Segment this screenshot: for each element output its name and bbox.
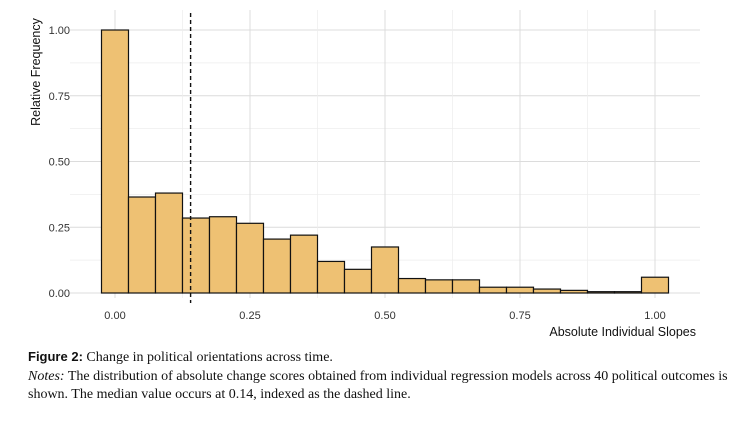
histogram-bar <box>370 246 400 294</box>
figure-label: Figure 2: <box>28 349 83 364</box>
x-tick-label: 1.00 <box>644 310 665 322</box>
x-tick-label: 0.00 <box>104 310 125 322</box>
histogram-bar <box>532 288 562 294</box>
x-axis-ticks: 0.00 0.25 0.50 0.75 1.00 <box>104 310 665 322</box>
histogram-bar <box>208 216 238 294</box>
histogram-bar <box>559 289 589 294</box>
figure-caption-title: Figure 2: Change in political orientatio… <box>28 348 728 367</box>
histogram-bar <box>181 217 211 294</box>
histogram-bar <box>343 268 373 294</box>
histogram-bar <box>478 286 508 294</box>
figure-title: Change in political orientations across … <box>86 350 333 365</box>
x-tick-label: 0.50 <box>374 310 395 322</box>
histogram-bar <box>262 238 292 294</box>
histogram-bar <box>586 291 616 294</box>
histogram-bar <box>451 279 481 294</box>
histogram-bar <box>127 196 157 294</box>
histogram-bar <box>154 192 184 294</box>
y-axis-ticks: 0.00 0.25 0.50 0.75 1.00 <box>49 25 70 300</box>
histogram-bar <box>640 276 670 294</box>
histogram-bar <box>316 260 346 294</box>
histogram-bar <box>397 277 427 294</box>
figure-caption-notes: Notes: The distribution of absolute chan… <box>28 368 728 404</box>
histogram-bar <box>289 234 319 294</box>
x-tick-label: 0.75 <box>509 310 530 322</box>
notes-label: Notes: <box>28 369 65 384</box>
y-tick-label: 0.50 <box>49 157 70 169</box>
histogram-bar <box>100 29 130 294</box>
histogram-bar <box>505 286 535 294</box>
histogram-bars <box>100 29 670 294</box>
x-tick-label: 0.25 <box>239 310 260 322</box>
y-tick-label: 0.00 <box>49 288 70 300</box>
histogram-bar <box>235 222 265 294</box>
x-axis-label: Absolute Individual Slopes <box>549 325 696 339</box>
y-tick-label: 0.75 <box>49 91 70 103</box>
y-tick-label: 1.00 <box>49 25 70 37</box>
notes-text: The distribution of absolute change scor… <box>28 369 728 402</box>
histogram-chart: 0.00 0.25 0.50 0.75 1.00 0.00 0.25 0.50 0.75 1.0… <box>29 10 700 339</box>
y-axis-label: Relative Frequency <box>29 17 43 125</box>
histogram-bar <box>613 291 643 294</box>
histogram-bar <box>424 279 454 294</box>
y-tick-label: 0.25 <box>49 222 70 234</box>
